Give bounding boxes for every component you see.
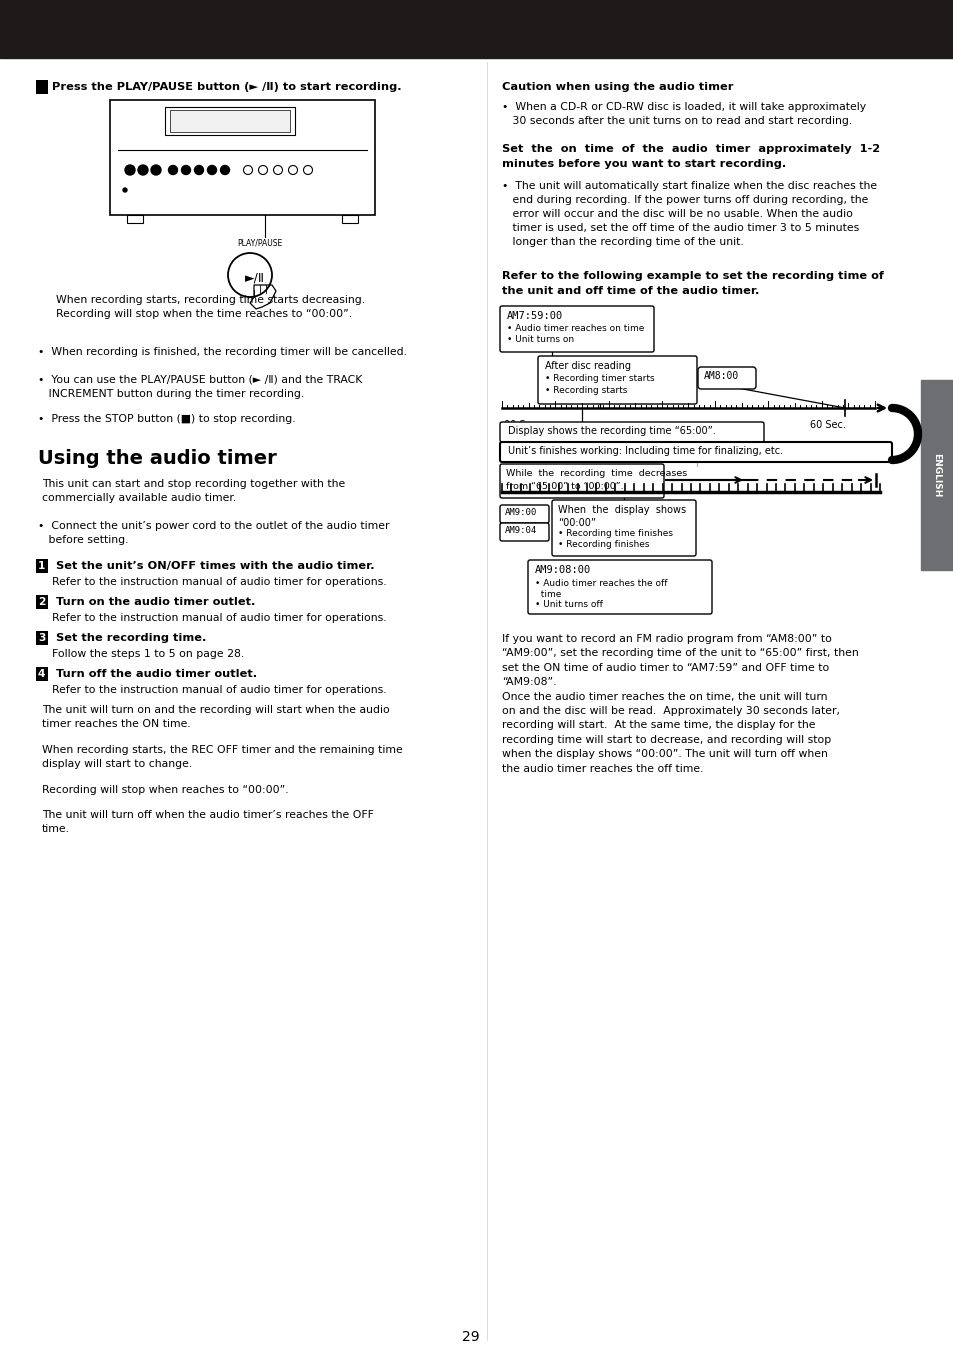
Text: When  the  display  shows: When the display shows xyxy=(558,505,685,514)
Text: AM9:04: AM9:04 xyxy=(504,526,537,535)
Text: •  Press the STOP button (■) to stop recording.: • Press the STOP button (■) to stop reco… xyxy=(38,414,295,424)
Text: This unit can start and stop recording together with the
commercially available : This unit can start and stop recording t… xyxy=(42,479,345,504)
Text: 60 Sec.: 60 Sec. xyxy=(809,420,845,431)
Text: When recording starts, the REC OFF timer and the remaining time
display will sta: When recording starts, the REC OFF timer… xyxy=(42,745,402,769)
Text: 6: 6 xyxy=(38,82,46,92)
Circle shape xyxy=(220,166,230,174)
Text: Refer to the instruction manual of audio timer for operations.: Refer to the instruction manual of audio… xyxy=(52,576,386,587)
Text: 2: 2 xyxy=(38,597,46,608)
Text: ►/Ⅱ: ►/Ⅱ xyxy=(245,271,265,285)
FancyBboxPatch shape xyxy=(499,464,663,498)
Text: 3: 3 xyxy=(38,633,46,643)
Text: •  Connect the unit’s power cord to the outlet of the audio timer
   before sett: • Connect the unit’s power cord to the o… xyxy=(38,521,389,545)
Text: • Recording finishes: • Recording finishes xyxy=(558,540,649,549)
Text: AM9:08:00: AM9:08:00 xyxy=(535,566,591,575)
Circle shape xyxy=(138,165,148,176)
Text: • Unit turns on: • Unit turns on xyxy=(506,335,574,344)
Bar xyxy=(170,109,290,132)
Text: The unit will turn on and the recording will start when the audio
timer reaches : The unit will turn on and the recording … xyxy=(42,705,390,729)
FancyBboxPatch shape xyxy=(499,423,763,441)
Text: AM9:00: AM9:00 xyxy=(504,508,537,517)
Text: Follow the steps 1 to 5 on page 28.: Follow the steps 1 to 5 on page 28. xyxy=(52,649,244,659)
FancyBboxPatch shape xyxy=(552,500,696,556)
FancyBboxPatch shape xyxy=(698,367,755,389)
Text: Display shows the recording time “65:00”.: Display shows the recording time “65:00”… xyxy=(507,427,715,436)
Text: the unit and off time of the audio timer.: the unit and off time of the audio timer… xyxy=(501,286,759,296)
Text: The unit will turn off when the audio timer’s reaches the OFF
time.: The unit will turn off when the audio ti… xyxy=(42,810,374,834)
Text: • Recording starts: • Recording starts xyxy=(544,386,627,396)
Bar xyxy=(127,215,143,223)
Text: Press the PLAY/PAUSE button (► /Ⅱ) to start recording.: Press the PLAY/PAUSE button (► /Ⅱ) to st… xyxy=(48,82,401,92)
Bar xyxy=(920,379,953,570)
Text: PLAY/PAUSE: PLAY/PAUSE xyxy=(236,239,282,248)
FancyBboxPatch shape xyxy=(499,441,891,462)
Text: Recording will stop when reaches to “00:00”.: Recording will stop when reaches to “00:… xyxy=(42,784,289,795)
FancyBboxPatch shape xyxy=(537,356,697,404)
Text: Set the unit’s ON/OFF times with the audio timer.: Set the unit’s ON/OFF times with the aud… xyxy=(48,562,375,571)
Bar xyxy=(165,107,294,135)
Text: Refer to the instruction manual of audio timer for operations.: Refer to the instruction manual of audio… xyxy=(52,613,386,622)
Text: •  You can use the PLAY/PAUSE button (► /Ⅱ) and the TRACK: • You can use the PLAY/PAUSE button (► /… xyxy=(38,375,362,385)
FancyBboxPatch shape xyxy=(499,505,548,522)
Text: • Unit turns off: • Unit turns off xyxy=(535,599,602,609)
Text: 1: 1 xyxy=(38,562,46,571)
Text: from “65:00” to “00:00”.: from “65:00” to “00:00”. xyxy=(505,482,623,491)
Text: AM8:00: AM8:00 xyxy=(703,371,739,381)
Text: ENGLISH: ENGLISH xyxy=(931,452,941,497)
Text: •  When recording is finished, the recording timer will be cancelled.: • When recording is finished, the record… xyxy=(38,347,407,356)
Text: Set  the  on  time  of  the  audio  timer  approximately  1-2: Set the on time of the audio timer appro… xyxy=(501,144,880,154)
Text: Set the recording time.: Set the recording time. xyxy=(48,633,206,643)
Bar xyxy=(341,215,357,223)
Text: Using the audio timer: Using the audio timer xyxy=(38,450,276,468)
Text: While  the  recording  time  decreases: While the recording time decreases xyxy=(505,468,686,478)
Text: Unit’s finishes working: Including time for finalizing, etc.: Unit’s finishes working: Including time … xyxy=(507,446,782,456)
Circle shape xyxy=(208,166,216,174)
Circle shape xyxy=(123,188,127,192)
Text: • Recording timer starts: • Recording timer starts xyxy=(544,374,654,383)
Text: Caution when using the audio timer: Caution when using the audio timer xyxy=(501,82,733,92)
Text: • Audio timer reaches the off: • Audio timer reaches the off xyxy=(535,579,667,589)
Text: • Audio timer reaches on time: • Audio timer reaches on time xyxy=(506,324,643,333)
Text: 4: 4 xyxy=(38,670,46,679)
FancyBboxPatch shape xyxy=(527,560,711,614)
Bar xyxy=(110,100,375,215)
Text: Turn on the audio timer outlet.: Turn on the audio timer outlet. xyxy=(48,597,255,608)
Text: If you want to record an FM radio program from “AM8:00” to
“AM9:00”, set the rec: If you want to record an FM radio progra… xyxy=(501,634,858,774)
Text: Refer to the instruction manual of audio timer for operations.: Refer to the instruction manual of audio… xyxy=(52,684,386,695)
FancyBboxPatch shape xyxy=(499,306,654,352)
Text: minutes before you want to start recording.: minutes before you want to start recordi… xyxy=(501,159,785,169)
Circle shape xyxy=(181,166,191,174)
Text: Refer to the following example to set the recording time of: Refer to the following example to set th… xyxy=(501,271,882,281)
Text: •  The unit will automatically start finalize when the disc reaches the
   end d: • The unit will automatically start fina… xyxy=(501,181,876,247)
FancyBboxPatch shape xyxy=(499,522,548,541)
Text: 29: 29 xyxy=(462,1330,479,1345)
Text: “00:00”: “00:00” xyxy=(558,518,596,528)
Text: time: time xyxy=(535,590,560,599)
Circle shape xyxy=(125,165,135,176)
Text: •  When a CD-R or CD-RW disc is loaded, it will take approximately
   30 seconds: • When a CD-R or CD-RW disc is loaded, i… xyxy=(501,103,865,126)
Text: 00 Sec.: 00 Sec. xyxy=(503,420,539,431)
Bar xyxy=(0,0,953,58)
Text: After disc reading: After disc reading xyxy=(544,360,630,371)
Text: AM7:59:00: AM7:59:00 xyxy=(506,310,562,321)
Text: INCREMENT button during the timer recording.: INCREMENT button during the timer record… xyxy=(38,389,304,400)
Text: Turn off the audio timer outlet.: Turn off the audio timer outlet. xyxy=(48,670,257,679)
Circle shape xyxy=(169,166,177,174)
Circle shape xyxy=(194,166,203,174)
Text: When recording starts, recording time starts decreasing.
Recording will stop whe: When recording starts, recording time st… xyxy=(56,296,365,320)
Circle shape xyxy=(151,165,161,176)
Text: • Recording time finishes: • Recording time finishes xyxy=(558,529,672,539)
